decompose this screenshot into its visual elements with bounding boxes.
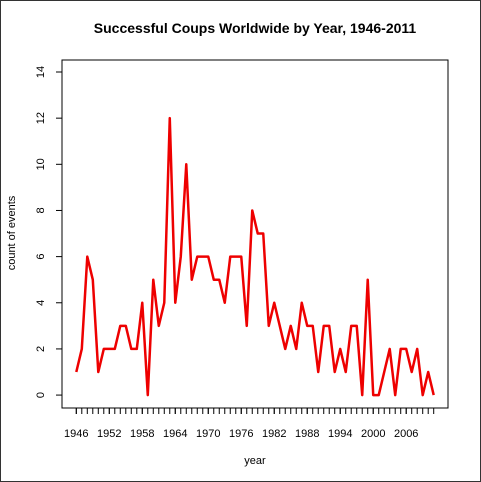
x-tick-label: 2006: [394, 428, 418, 440]
y-axis-label: count of events: [6, 195, 18, 270]
x-tick-label: 1988: [295, 428, 319, 440]
y-tick-label: 10: [35, 158, 47, 170]
y-tick-label: 8: [35, 207, 47, 213]
y-tick-label: 14: [35, 66, 47, 78]
x-tick-label: 1952: [97, 428, 121, 440]
chart-title: Successful Coups Worldwide by Year, 1946…: [94, 20, 417, 36]
x-tick-label: 1970: [196, 428, 220, 440]
x-tick-label: 1946: [64, 428, 88, 440]
y-tick-label: 0: [35, 392, 47, 398]
x-tick-label: 1976: [229, 428, 253, 440]
x-axis-label: year: [244, 455, 266, 467]
data-line: [75, 116, 435, 397]
y-tick-label: 12: [35, 112, 47, 124]
x-tick-label: 1982: [262, 428, 286, 440]
x-tick-label: 2000: [361, 428, 385, 440]
x-tick-label: 1958: [130, 428, 154, 440]
x-tick-label: 1994: [328, 428, 352, 440]
plot-box: [61, 59, 449, 409]
y-tick-label: 4: [35, 300, 47, 306]
y-tick-label: 6: [35, 254, 47, 260]
y-tick-label: 2: [35, 346, 47, 352]
x-tick-label: 1964: [163, 428, 187, 440]
